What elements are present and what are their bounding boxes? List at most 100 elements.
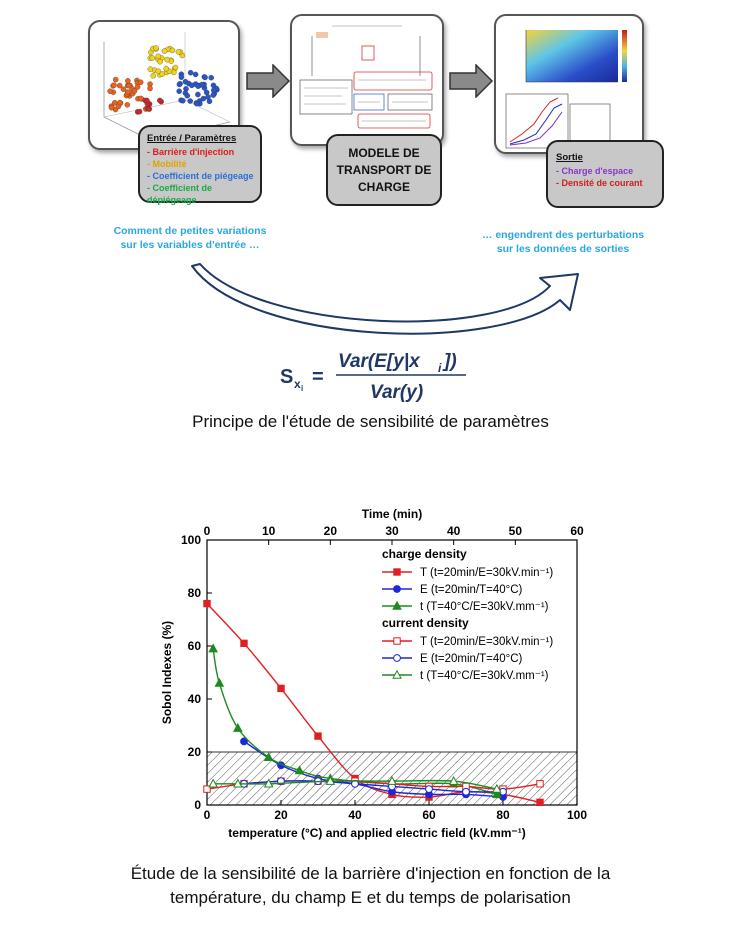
figure-caption-2-line2: température, du champ E et du temps de p…: [170, 888, 571, 907]
model-equations-illustration: [299, 25, 433, 129]
y-axis-title: Sobol Indexes (%): [160, 621, 174, 724]
x2-tick-label: 10: [262, 524, 276, 538]
scatter-dot: [187, 98, 193, 104]
sobol-formula: S x i = Var(E[y|x i ]) Var(y): [280, 351, 466, 403]
formula-lhs: S: [280, 366, 293, 388]
x-tick-label: 100: [567, 808, 587, 822]
scatter-dot: [149, 55, 156, 61]
param-injection-barrier: - Barrière d'injection: [147, 147, 235, 157]
curved-flow-arrow: [191, 263, 579, 335]
scatter-dot: [211, 87, 217, 93]
scatter-dot: [125, 82, 132, 89]
param-detrapping: - Coefficient de dépiégeage: [147, 183, 213, 205]
x2-tick-label: 20: [324, 524, 338, 538]
scatter-dot: [136, 108, 143, 115]
legend-marker: [393, 585, 401, 593]
x-axis-title: temperature (°C) and applied electric fi…: [228, 826, 525, 840]
y-tick-label: 100: [181, 533, 201, 547]
y-tick-label: 40: [188, 692, 202, 706]
series-5: [208, 775, 502, 793]
legend-label: t (T=40°C/E=30kV.mm⁻¹): [420, 670, 549, 682]
data-point: [294, 765, 305, 775]
scatter-dot: [163, 65, 170, 72]
left-blue-caption: Comment de petites variations sur les va…: [100, 224, 280, 252]
scatter-dot: [155, 53, 162, 60]
scatter-dot: [131, 88, 138, 94]
scatter-dot: [157, 97, 163, 104]
scatter-dot: [147, 66, 154, 72]
scatter-dot: [153, 45, 159, 51]
scatter-dot: [111, 82, 117, 88]
x2-tick-label: 50: [509, 524, 523, 538]
input-box-title: Entrée / Paramètres: [147, 133, 237, 144]
scatter-dot: [202, 74, 208, 81]
data-point: [208, 643, 219, 653]
x-tick-label: 40: [348, 808, 362, 822]
legend-label: E (t=20min/T=40°C): [420, 584, 523, 596]
scatter-dot: [120, 86, 127, 92]
legend-group-title: current density: [382, 616, 469, 630]
scatter-dot: [161, 48, 168, 54]
input-parameters-box: Entrée / Paramètres - Barrière d'injecti…: [138, 125, 262, 205]
data-point: [232, 722, 243, 732]
legend-marker: [393, 568, 401, 576]
scatter-dot: [175, 49, 182, 55]
x2-tick-label: 40: [447, 524, 461, 538]
scatter-dot: [159, 71, 165, 77]
scatter-dot: [200, 95, 207, 102]
scatter-dot: [155, 68, 162, 75]
data-point: [314, 732, 322, 740]
data-point: [240, 639, 248, 648]
data-point: [536, 780, 544, 788]
figure-caption-1: Principe de l'étude de sensibilité de pa…: [192, 412, 549, 431]
right-caption-line1: … engendrent des perturbations: [481, 229, 645, 241]
scatter-dot: [146, 106, 152, 112]
scatter-dot: [124, 102, 131, 108]
scatter-dot: [180, 98, 186, 104]
legend-label: E (t=20min/T=40°C): [420, 653, 523, 665]
scatter-dot: [125, 89, 131, 95]
scatter-dot: [195, 91, 201, 98]
scatter-dot: [117, 99, 123, 106]
param-mobility: - Mobilité: [147, 159, 187, 169]
data-point: [263, 778, 274, 788]
scatter-dot: [125, 78, 131, 84]
scatter-dot: [210, 92, 217, 98]
scatter-dot: [176, 81, 183, 88]
data-point: [462, 787, 470, 796]
x2-tick-label: 0: [204, 524, 211, 538]
scatter-dot: [169, 47, 176, 54]
x2-tick-label: 30: [385, 524, 399, 538]
scatter-dot: [178, 74, 185, 80]
scatter-dot: [107, 88, 113, 94]
legend-label: T (t=20min/E=30kV.min⁻¹): [420, 636, 553, 648]
scatter-dot: [164, 56, 170, 63]
scatter-dot: [205, 94, 211, 100]
x-tick-label: 0: [204, 808, 211, 822]
data-point: [214, 677, 225, 687]
model-diagram-thumbnail: [290, 14, 444, 146]
flow-arrow-2: [449, 64, 494, 98]
model-box-line3: CHARGE: [357, 180, 410, 194]
data-point: [240, 737, 248, 746]
y-tick-label: 60: [188, 639, 202, 653]
data-point: [203, 599, 211, 608]
data-point: [536, 798, 544, 807]
legend-marker: [392, 600, 402, 610]
output-space-charge: - Charge d'espace: [556, 166, 634, 176]
output-plots-illustration: [505, 30, 627, 149]
right-caption-line2: sur les données de sorties: [496, 243, 630, 255]
output-current-density: - Densité de courant: [556, 178, 643, 188]
scatter-dot: [150, 72, 156, 79]
right-blue-caption: … engendrent des perturbations sur les d…: [468, 228, 658, 256]
model-box-line2: TRANSPORT DE: [336, 163, 432, 177]
formula-denominator: Var(y): [370, 382, 423, 403]
formula-numerator: Var(E[y|x: [338, 351, 421, 372]
param-trapping: - Coefficient de piégeage: [147, 171, 254, 181]
scatter-dot: [116, 82, 123, 89]
formula-lhs-subsub: i: [301, 384, 303, 393]
scatter-dot: [176, 88, 182, 94]
transport-model-box: MODELE DE TRANSPORT DE CHARGE: [326, 134, 442, 206]
formula-lhs-sub: x: [294, 377, 301, 391]
